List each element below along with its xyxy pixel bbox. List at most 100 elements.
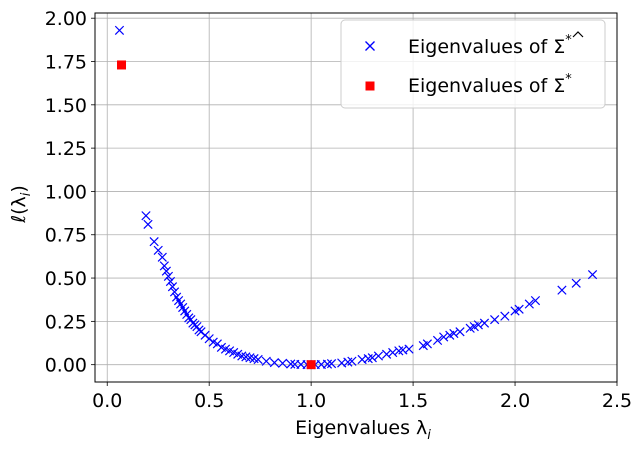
x-marker-stroke [524, 299, 534, 309]
x-marker-stroke [180, 306, 190, 316]
x-marker-stroke [178, 302, 188, 313]
x-marker-stroke [245, 353, 255, 363]
x-tick-label: 1.0 [296, 390, 326, 412]
x-marker-stroke [208, 337, 218, 347]
data-point-sample [432, 335, 443, 346]
data-point-sample [587, 269, 598, 280]
x-marker-stroke [249, 353, 259, 364]
data-point-sample [479, 318, 490, 328]
x-marker-stroke [479, 318, 490, 328]
x-marker-stroke [220, 344, 231, 354]
x-marker-stroke [557, 285, 567, 295]
legend-hat-mark [572, 31, 584, 38]
x-marker-stroke [114, 25, 125, 35]
data-point-sample [373, 351, 384, 361]
x-marker-stroke [398, 345, 408, 355]
x-marker-stroke [182, 309, 192, 320]
x-marker-stroke [455, 327, 465, 337]
x-marker-stroke [167, 282, 178, 292]
x-tick-label: 0.5 [194, 390, 224, 412]
data-point-sample [455, 327, 465, 337]
x-axis-ticks: 0.0 0.5 1.0 1.5 2.0 2.5 [92, 382, 632, 412]
x-marker-stroke [176, 299, 186, 309]
data-point-sample [159, 261, 169, 271]
y-tick-label: 0.00 [45, 355, 87, 377]
x-marker-stroke [143, 219, 153, 229]
x-marker-stroke [157, 252, 167, 262]
data-point-sample [167, 282, 178, 292]
legend-label-true: Eigenvalues of Σ* [408, 72, 572, 97]
y-axis-ticks: 0.00 0.25 0.50 0.75 1.00 1.25 1.50 1.75 2.00 [45, 8, 95, 377]
y-tick-label: 1.50 [45, 95, 87, 117]
legend-marker-x [365, 41, 375, 51]
data-point-sample [524, 299, 534, 309]
x-marker-stroke [587, 269, 598, 280]
x-marker-stroke [237, 351, 247, 361]
y-tick-label: 1.25 [45, 138, 87, 160]
data-point-sample [114, 25, 125, 35]
x-tick-label: 0.0 [92, 390, 122, 412]
x-marker-stroke [261, 356, 271, 366]
x-marker-stroke [286, 359, 296, 369]
x-marker-stroke [277, 358, 288, 368]
x-marker-stroke [224, 346, 235, 356]
x-marker-stroke [404, 344, 414, 354]
x-marker-stroke [322, 359, 333, 369]
data-point-true [306, 360, 316, 370]
data-point-sample [261, 356, 271, 366]
x-tick-label: 1.5 [398, 390, 428, 412]
y-tick-label: 1.75 [45, 52, 87, 74]
x-marker-stroke [192, 321, 202, 332]
data-point-sample [153, 245, 163, 255]
series-true-eigenvalues [117, 60, 316, 370]
legend-box [340, 19, 606, 109]
data-point-sample [157, 252, 167, 262]
data-point-sample [571, 278, 581, 288]
data-point-sample [500, 311, 510, 321]
x-marker-stroke [165, 276, 176, 287]
data-point-sample [347, 356, 357, 366]
x-marker-stroke [347, 356, 357, 366]
x-marker-stroke [473, 320, 483, 330]
data-point-sample [439, 332, 449, 342]
x-marker-stroke [163, 271, 174, 281]
data-point-sample [490, 315, 500, 325]
x-marker-stroke [367, 353, 377, 363]
legend-label-sample: Eigenvalues of Σ* [408, 33, 572, 58]
x-marker-stroke [439, 332, 449, 342]
x-marker-stroke [233, 349, 243, 359]
data-point-sample [163, 271, 174, 281]
x-marker-stroke [149, 237, 159, 247]
data-point-sample [322, 359, 333, 369]
x-marker-stroke [316, 359, 326, 370]
x-marker-stroke [169, 287, 180, 297]
x-marker-stroke [229, 347, 239, 358]
data-point-sample [169, 287, 180, 297]
x-marker-stroke [253, 354, 263, 365]
legend: Eigenvalues of Σ* Eigenvalues of Σ* [340, 19, 606, 109]
x-marker-stroke [571, 278, 581, 288]
data-point-sample [149, 237, 159, 247]
data-point-sample [530, 295, 541, 306]
x-marker-stroke [326, 359, 337, 369]
data-point-sample [326, 359, 337, 369]
data-point-sample [253, 354, 263, 365]
data-point-sample [381, 349, 392, 359]
x-marker-stroke [381, 349, 392, 359]
data-point-sample [269, 357, 280, 368]
x-marker-stroke [153, 245, 163, 255]
y-tick-label: 0.75 [45, 225, 87, 247]
data-point-true [117, 60, 127, 70]
y-tick-label: 2.00 [45, 8, 87, 30]
x-marker-stroke [173, 295, 184, 306]
x-marker-stroke [337, 358, 347, 368]
data-point-sample [367, 353, 377, 363]
y-tick-label: 0.50 [45, 268, 87, 290]
x-tick-label: 2.5 [602, 390, 632, 412]
data-point-sample [141, 211, 151, 221]
x-marker-stroke [159, 261, 169, 271]
data-point-sample [404, 344, 414, 354]
x-marker-stroke [269, 357, 280, 368]
x-marker-stroke [141, 211, 151, 221]
